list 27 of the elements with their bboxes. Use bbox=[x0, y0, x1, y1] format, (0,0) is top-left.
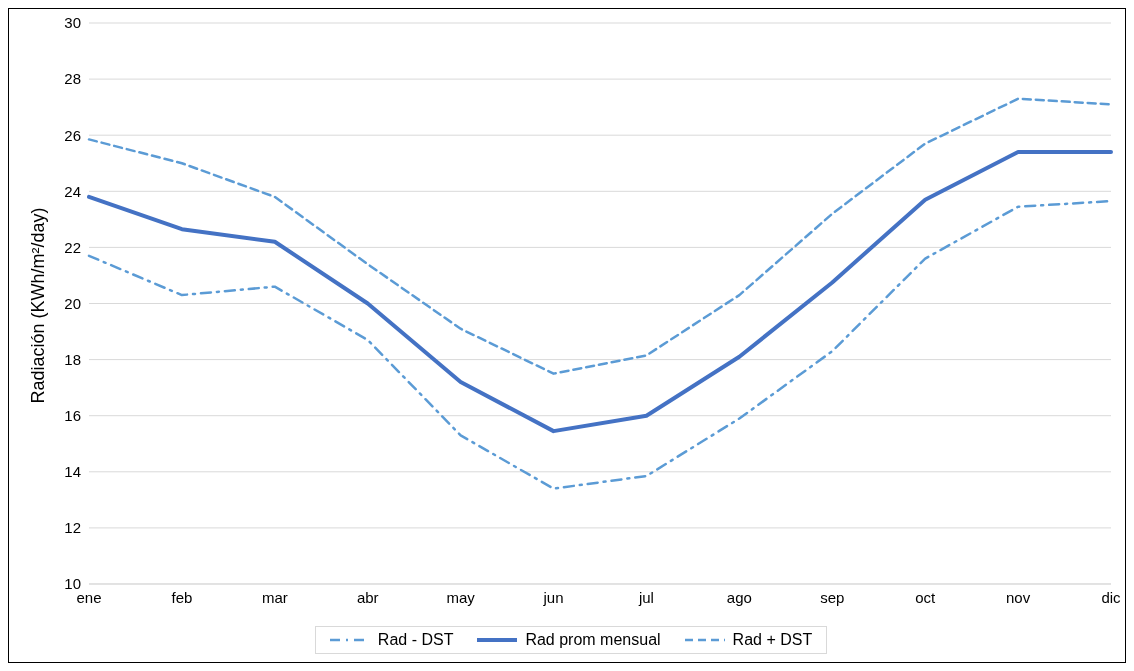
x-tick-label: oct bbox=[915, 588, 937, 606]
y-axis-title: Radiación (KWh/m²/day) bbox=[28, 207, 49, 404]
y-tick-label: 12 bbox=[64, 519, 81, 537]
x-tick-label: sep bbox=[820, 588, 845, 606]
y-tick-label: 16 bbox=[64, 407, 81, 425]
legend-label: Rad - DST bbox=[376, 631, 454, 649]
line-series bbox=[87, 150, 1113, 434]
x-tick-label: may bbox=[446, 588, 476, 606]
y-tick-label: 26 bbox=[64, 126, 81, 144]
x-tick-label: jun bbox=[542, 588, 564, 606]
legend-label: Rad + DST bbox=[731, 631, 813, 649]
x-tick-label: nov bbox=[1006, 588, 1031, 606]
x-tick-label: mar bbox=[261, 588, 288, 606]
y-tick-label: 18 bbox=[64, 350, 81, 368]
y-tick-label: 24 bbox=[64, 182, 81, 200]
x-tick-label: abr bbox=[356, 588, 379, 606]
legend-label: Rad prom mensual bbox=[524, 631, 661, 649]
x-tick-label: ago bbox=[726, 588, 752, 606]
x-tick-label: dic bbox=[1101, 588, 1122, 606]
y-tick-label: 22 bbox=[64, 238, 81, 256]
line-series bbox=[87, 97, 1113, 375]
y-tick-label: 20 bbox=[64, 294, 81, 312]
y-tick-label: 14 bbox=[64, 463, 81, 481]
x-tick-label: jul bbox=[637, 588, 654, 606]
x-tick-label: feb bbox=[171, 588, 193, 606]
y-tick-label: 30 bbox=[64, 14, 81, 32]
y-tick-label: 28 bbox=[64, 70, 81, 88]
